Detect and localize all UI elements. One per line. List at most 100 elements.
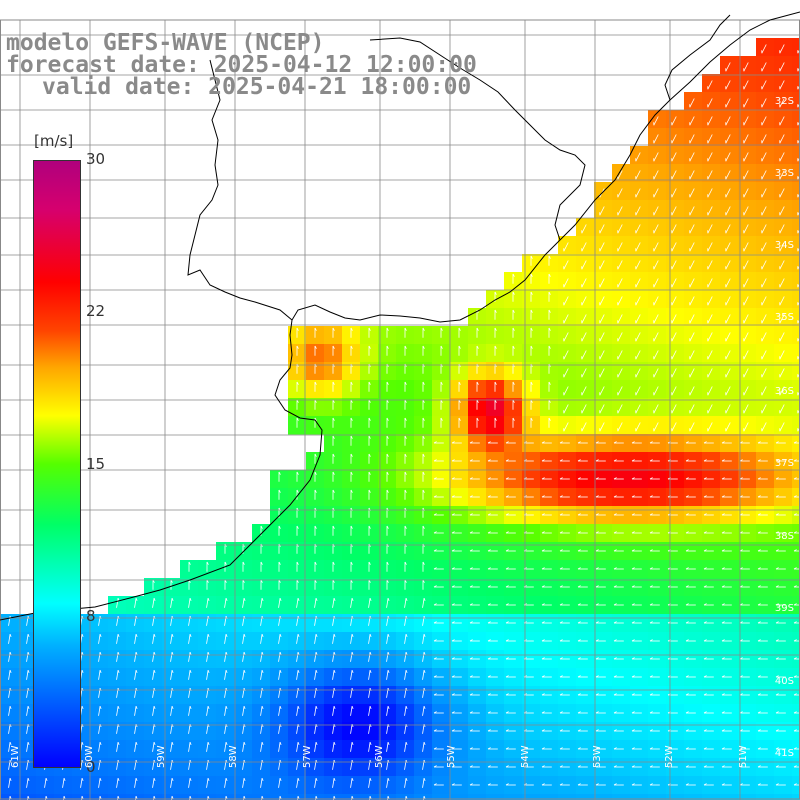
wind-arrow-head (297, 669, 300, 674)
wind-arrow-head (9, 723, 12, 728)
wind-cell (792, 254, 800, 273)
wind-arrow-head (559, 747, 563, 750)
wind-arrow-head (350, 579, 353, 583)
wind-arrow-head (207, 741, 210, 746)
wind-arrow-head (243, 723, 246, 728)
wind-arrow-head (739, 477, 743, 480)
wind-arrow-head (27, 669, 30, 674)
wind-arrow-head (387, 669, 390, 674)
wind-arrow-head (757, 693, 761, 696)
wind-arrow-head (595, 639, 599, 642)
wind-arrow-head (153, 723, 156, 728)
wind-arrow (761, 62, 767, 72)
wind-arrow (635, 224, 641, 234)
wind-arrow-head (422, 453, 425, 457)
wind-arrow-head (793, 495, 797, 498)
wind-arrow-head (757, 765, 761, 768)
wind-arrow-head (368, 435, 371, 439)
wind-arrow (689, 422, 695, 432)
wind-arrow (617, 350, 623, 360)
wind-arrow-head (494, 327, 497, 331)
wind-arrow (134, 598, 137, 608)
wind-arrow (617, 206, 623, 216)
country-border (369, 37, 586, 241)
wind-arrow-head (9, 669, 12, 674)
wind-arrow-head (577, 711, 581, 714)
wind-arrow-head (757, 603, 761, 606)
wind-arrow (617, 170, 623, 180)
wind-arrow-head (189, 633, 192, 638)
wind-arrow-head (386, 525, 389, 529)
wind-arrow (116, 724, 119, 734)
wind-arrow-head (512, 327, 515, 331)
wind-arrow (689, 368, 695, 378)
wind-arrow (653, 188, 659, 198)
wind-arrow-head (81, 705, 84, 710)
wind-arrow-head (631, 639, 635, 642)
wind-arrow-head (631, 621, 635, 624)
wind-arrow (671, 278, 677, 288)
wind-arrow-head (595, 513, 599, 516)
wind-arrow-head (171, 705, 174, 710)
wind-arrow (26, 706, 29, 716)
wind-arrow-head (793, 603, 797, 606)
wind-arrow (707, 188, 713, 198)
wind-arrow-head (595, 729, 599, 732)
wind-arrow (242, 634, 245, 644)
wind-arrow-head (207, 795, 210, 800)
wind-arrow-head (487, 477, 491, 480)
wind-arrow-head (739, 621, 743, 624)
wind-arrow-head (99, 633, 102, 638)
wind-arrow-head (577, 765, 581, 768)
wind-arrow-head (423, 723, 426, 728)
wind-arrow-head (369, 687, 372, 692)
wind-arrow (797, 408, 800, 414)
wind-arrow-head (404, 489, 407, 493)
wind-arrow (743, 188, 749, 198)
wind-arrow (98, 742, 101, 752)
wind-arrow (581, 386, 587, 396)
wind-arrow-head (387, 759, 390, 764)
wind-arrow-head (451, 477, 455, 480)
wind-arrow-head (595, 603, 599, 606)
wind-arrow-head (135, 651, 138, 656)
wind-arrow (725, 332, 731, 342)
wind-arrow (350, 724, 353, 734)
wind-arrow-head (171, 633, 174, 638)
wind-arrow (725, 260, 731, 270)
wind-arrow (350, 778, 353, 788)
wind-arrow-head (649, 585, 653, 588)
wind-arrow (635, 404, 641, 414)
wind-arrow (404, 634, 407, 644)
wind-arrow (404, 706, 407, 716)
wind-arrow-head (387, 687, 390, 692)
wind-arrow (707, 404, 713, 414)
wind-arrow-head (487, 621, 491, 624)
wind-arrow-head (613, 495, 617, 498)
wind-arrow-head (350, 525, 353, 529)
wind-arrow (635, 170, 641, 180)
wind-arrow-head (559, 459, 563, 462)
wind-arrow (206, 724, 209, 734)
wind-arrow-head (433, 729, 437, 732)
wind-arrow (725, 242, 731, 252)
wind-arrow (653, 224, 659, 234)
wind-arrow-head (703, 747, 707, 750)
wind-arrow (743, 98, 749, 108)
wind-arrow-head (451, 639, 455, 642)
wind-arrow (404, 724, 407, 734)
wind-arrow (779, 206, 785, 216)
wind-cell (792, 290, 800, 309)
wind-arrow (581, 260, 587, 270)
wind-arrow-head (577, 675, 581, 678)
wind-arrow-head (505, 657, 509, 660)
wind-arrow-head (27, 795, 30, 800)
wind-arrow-head (631, 747, 635, 750)
wind-arrow-head (721, 657, 725, 660)
wind-arrow-head (487, 441, 491, 444)
wind-arrow (368, 742, 371, 752)
wind-arrow-head (368, 399, 371, 403)
wind-arrow (779, 98, 785, 108)
wind-arrow (8, 742, 11, 752)
